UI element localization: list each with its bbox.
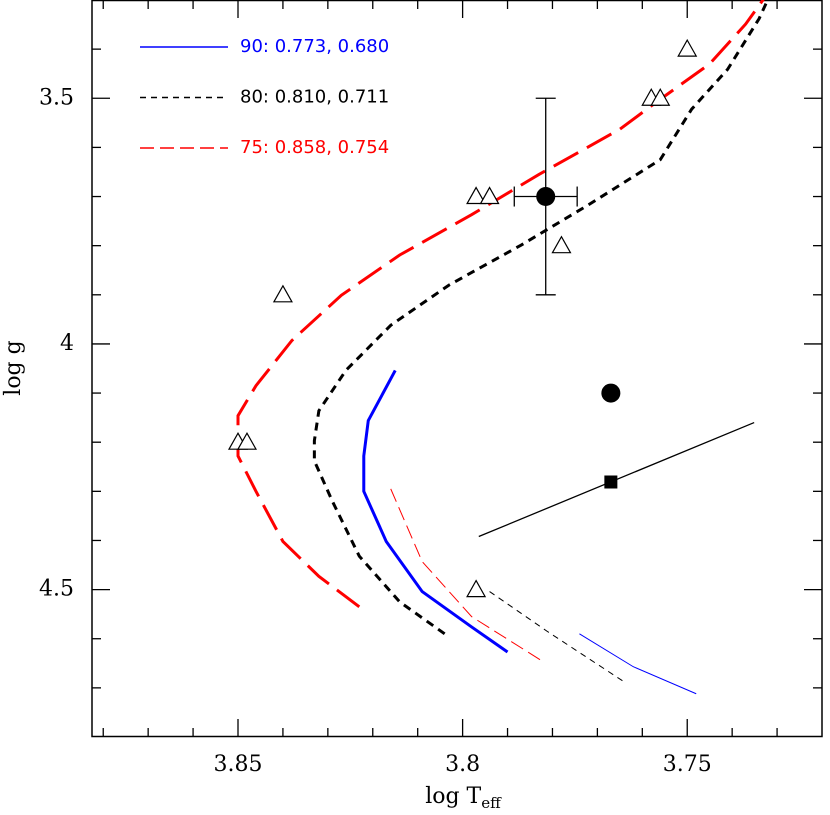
triangle-marker — [650, 88, 671, 106]
plot-frame — [91, 0, 823, 738]
triangle-marker — [551, 235, 572, 254]
y-axis-label: log g — [1, 340, 26, 395]
triangle-marker — [466, 579, 487, 598]
curve — [362, 369, 509, 654]
triangle-marker — [479, 186, 500, 205]
circle-marker — [536, 187, 556, 207]
x-label-main: log T — [425, 784, 481, 809]
legend-label: 90: 0.773, 0.680 — [240, 36, 389, 57]
curve — [312, 0, 770, 636]
curve — [390, 488, 544, 663]
x-tick-label: 3.8 — [445, 752, 480, 777]
triangle-marker — [272, 284, 293, 303]
triangle-marker — [677, 38, 698, 57]
x-tick-label: 3.85 — [214, 752, 263, 777]
y-tick-label: 4.5 — [39, 577, 74, 602]
curve — [489, 591, 625, 683]
square-marker — [604, 475, 618, 489]
legend-label: 80: 0.810, 0.711 — [240, 87, 389, 108]
triangle-marker — [236, 431, 258, 450]
y-tick-label: 4 — [60, 331, 74, 356]
y-tick-label: 3.5 — [39, 85, 74, 110]
x-tick-label: 3.75 — [663, 752, 712, 777]
curve — [236, 0, 765, 608]
circle-marker — [601, 383, 621, 403]
legend-label: 75: 0.858, 0.754 — [240, 137, 389, 158]
curve — [579, 633, 697, 695]
x-axis-label: log Teff — [425, 784, 502, 812]
triangle-marker — [466, 186, 487, 205]
x-label-sub: eff — [481, 794, 502, 812]
